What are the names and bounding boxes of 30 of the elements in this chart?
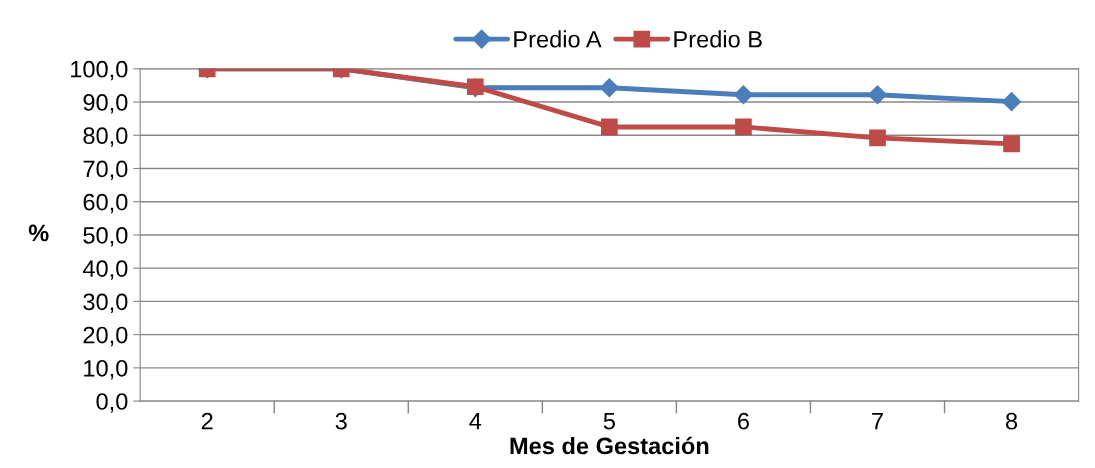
y-tick-label: 70,0 <box>83 160 128 181</box>
y-tick-label: 20,0 <box>83 326 128 347</box>
x-axis-title: Mes de Gestación <box>510 436 709 455</box>
x-tick-label: 3 <box>335 412 347 430</box>
legend-label: Predio A <box>514 30 602 48</box>
x-tick-label: 5 <box>603 413 615 430</box>
point <box>733 85 753 105</box>
point <box>601 118 618 136</box>
point <box>1002 92 1022 112</box>
point <box>867 85 888 105</box>
x-tick-label: 4 <box>469 413 482 430</box>
x-tick-label: 6 <box>738 412 749 430</box>
y-tick-label: 60,0 <box>83 193 128 214</box>
point <box>869 129 886 147</box>
y-tick-label: 30,0 <box>83 293 128 313</box>
y-tick-label: 90,0 <box>83 94 128 114</box>
y-tick-label: 50,0 <box>83 227 128 247</box>
legend-label: Predio B <box>674 30 762 48</box>
point <box>735 118 752 136</box>
point <box>599 78 619 98</box>
x-tick-label: 7 <box>872 413 883 430</box>
y-tick-label: 80,0 <box>83 127 128 147</box>
x-tick-label: 8 <box>1006 412 1018 430</box>
y-tick-label: 0,0 <box>96 393 128 413</box>
y-tick-label: 10,0 <box>84 359 128 380</box>
y-axis-title: % <box>28 224 49 242</box>
y-tick-label: 100,0 <box>71 60 128 81</box>
point <box>1003 135 1020 153</box>
y-tick-label: 40,0 <box>82 260 128 280</box>
x-tick-label: 2 <box>201 412 213 430</box>
